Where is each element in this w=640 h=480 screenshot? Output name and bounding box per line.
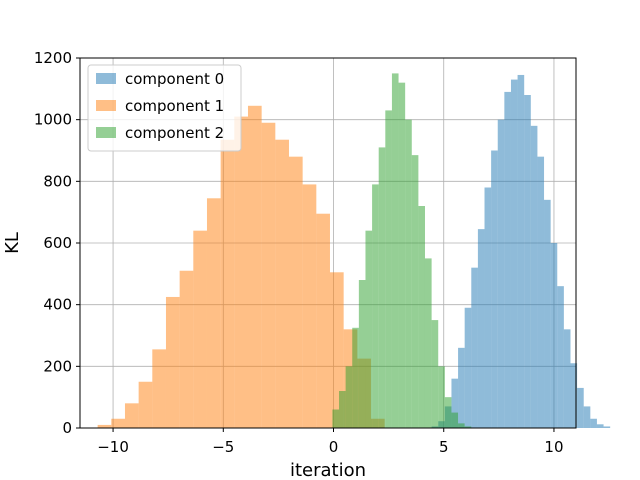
histogram-bar bbox=[372, 184, 379, 428]
histogram-bar bbox=[431, 320, 439, 428]
histogram-bar bbox=[220, 139, 235, 429]
histogram-bar bbox=[193, 230, 207, 428]
histogram-bars bbox=[97, 73, 611, 429]
histogram-bar bbox=[504, 91, 511, 429]
histogram-bar bbox=[316, 213, 330, 428]
histogram-bar bbox=[206, 198, 221, 428]
histogram-bar bbox=[570, 363, 578, 428]
histogram-bar bbox=[358, 280, 366, 428]
histogram-bar bbox=[530, 125, 538, 428]
histogram-bar bbox=[97, 424, 112, 428]
histogram-series-2 bbox=[332, 73, 472, 429]
histogram-bar bbox=[544, 199, 551, 428]
histogram-series-0 bbox=[431, 74, 611, 429]
histogram-bar bbox=[596, 424, 604, 428]
histogram-bar bbox=[302, 184, 317, 428]
histogram-bar bbox=[537, 156, 545, 428]
y-tick-label: 600 bbox=[43, 234, 72, 252]
x-tick-label: 5 bbox=[439, 438, 449, 456]
x-tick-label: 0 bbox=[329, 438, 339, 456]
y-tick-label: 1200 bbox=[34, 49, 72, 67]
histogram-bar bbox=[411, 155, 419, 428]
histogram-bar bbox=[458, 347, 465, 428]
histogram-bar bbox=[179, 270, 194, 428]
histogram-bar bbox=[138, 381, 153, 428]
histogram-bar bbox=[365, 230, 373, 428]
y-axis-label: KL bbox=[2, 232, 23, 254]
legend: component 0 component 1 component 2 bbox=[87, 64, 242, 152]
histogram-bar bbox=[484, 187, 492, 428]
histogram-bar bbox=[444, 397, 452, 428]
legend-frame bbox=[87, 64, 242, 152]
histogram-bar bbox=[524, 95, 531, 428]
histogram-bar bbox=[288, 156, 303, 428]
histogram-bar bbox=[550, 243, 558, 428]
histogram-bar bbox=[405, 119, 412, 429]
legend-swatch bbox=[96, 100, 116, 111]
legend-swatch bbox=[96, 127, 116, 138]
histogram-bar bbox=[152, 349, 166, 428]
histogram-bar bbox=[391, 73, 399, 429]
legend-label: component 1 bbox=[125, 97, 224, 115]
histogram-bar bbox=[418, 206, 425, 428]
histogram-bar bbox=[234, 116, 248, 428]
x-tick-label: −10 bbox=[97, 438, 129, 456]
histogram-bar bbox=[563, 329, 571, 428]
x-axis-label: iteration bbox=[290, 460, 366, 480]
histogram-bar bbox=[458, 423, 465, 428]
histogram-bar bbox=[398, 82, 406, 429]
histogram-bar bbox=[510, 79, 518, 428]
histogram-bar bbox=[471, 267, 478, 428]
histogram-bar bbox=[352, 327, 359, 428]
legend-label: component 0 bbox=[125, 70, 224, 88]
y-tick-label: 200 bbox=[43, 357, 72, 375]
histogram-bar bbox=[491, 150, 498, 428]
y-tick-label: 400 bbox=[43, 296, 72, 314]
y-tick-label: 800 bbox=[43, 172, 72, 190]
histogram-bar bbox=[275, 139, 289, 429]
x-tick-label: −5 bbox=[212, 438, 234, 456]
histogram-bar bbox=[464, 426, 472, 428]
histogram-bar bbox=[261, 122, 276, 428]
histogram-bar bbox=[464, 307, 472, 428]
legend-swatch bbox=[96, 73, 116, 84]
histogram-bar bbox=[111, 418, 125, 428]
histogram-bar bbox=[577, 387, 584, 428]
x-axis-ticks: −10 −5 0 5 10 bbox=[97, 428, 564, 456]
histogram-bar bbox=[345, 366, 353, 428]
histogram-bar bbox=[378, 147, 386, 428]
histogram-bar bbox=[451, 412, 459, 428]
histogram-bar bbox=[517, 74, 525, 428]
y-axis-ticks: 0 200 400 600 800 1000 1200 bbox=[34, 49, 80, 437]
histogram-bar bbox=[603, 426, 611, 428]
histogram-bar bbox=[424, 258, 432, 428]
histogram-bar bbox=[124, 403, 139, 428]
histogram-bar bbox=[329, 272, 344, 428]
histogram-bar bbox=[497, 119, 505, 429]
y-tick-label: 1000 bbox=[34, 111, 72, 129]
histogram-bar bbox=[583, 406, 591, 428]
histogram-bar bbox=[590, 418, 597, 428]
histogram-bar bbox=[438, 366, 445, 428]
histogram-bar bbox=[165, 296, 180, 428]
histogram-bar bbox=[247, 105, 262, 429]
histogram-bar bbox=[451, 378, 459, 428]
legend-label: component 2 bbox=[125, 124, 224, 142]
x-tick-label: 10 bbox=[544, 438, 563, 456]
histogram-bar bbox=[332, 409, 340, 428]
y-tick-label: 0 bbox=[62, 419, 72, 437]
histogram-bar bbox=[339, 391, 346, 428]
histogram-bar bbox=[477, 229, 485, 428]
histogram-series-1 bbox=[97, 105, 385, 429]
histogram-bar bbox=[385, 110, 392, 429]
histogram-bar bbox=[557, 286, 564, 428]
